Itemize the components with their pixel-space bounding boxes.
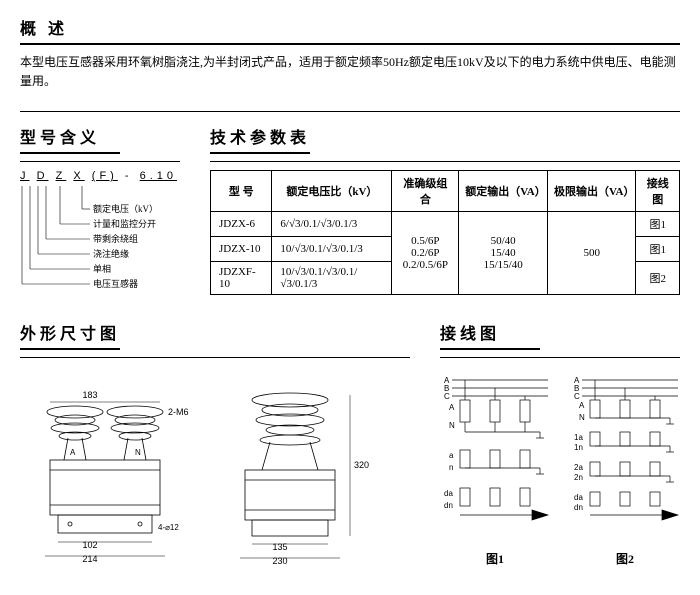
- tree-item-0: 额定电压（kV）: [93, 203, 158, 214]
- svg-text:2-M6: 2-M6: [168, 407, 189, 417]
- svg-text:da: da: [444, 489, 453, 498]
- cell-model: JDZX-6: [211, 212, 272, 237]
- wiring-fig2: ABC AN 1a1n 2a2n dadn: [570, 370, 680, 540]
- dim-fig-front: 183 2-M6 A N 102 214 4-⌀12: [20, 370, 200, 570]
- svg-text:230: 230: [272, 556, 287, 566]
- row-model-tech: 型号含义 J D Z X (F) - 6.10 额定电压（kV） 计量和监控分开…: [20, 124, 680, 300]
- svg-text:N: N: [135, 448, 141, 457]
- svg-text:102: 102: [82, 540, 97, 550]
- model-meaning-box: 型号含义 J D Z X (F) - 6.10 额定电压（kV） 计量和监控分开…: [20, 124, 180, 300]
- svg-text:dn: dn: [574, 503, 583, 512]
- th-model: 型 号: [211, 171, 272, 212]
- cell-wiring: 图1: [636, 237, 680, 262]
- cell-model: JDZXF-10: [211, 262, 272, 295]
- svg-text:A: A: [70, 448, 76, 457]
- cell-ratio: 6/√3/0.1/√3/0.1/3: [272, 212, 392, 237]
- divider: [20, 111, 680, 112]
- tree-item-3: 浇注绝缘: [93, 248, 129, 259]
- th-accuracy: 准确级组合: [392, 171, 459, 212]
- overview-title: 概 述: [20, 15, 680, 45]
- model-tree-diagram: 额定电压（kV） 计量和监控分开 带剩余绕组 浇注绝缘 单相 电压互感器: [20, 186, 180, 296]
- cell-limit: 500: [548, 212, 636, 295]
- cell-wiring: 图1: [636, 212, 680, 237]
- wiring-box: 接线图 491 ABC: [440, 320, 680, 570]
- dim-fig-side: 320 135 230: [220, 370, 380, 570]
- cell-model: JDZX-10: [211, 237, 272, 262]
- svg-text:N: N: [579, 413, 585, 422]
- svg-text:320: 320: [354, 460, 369, 470]
- model-code: J D Z X (F) - 6.10: [20, 170, 180, 182]
- tech-params-box: 技术参数表 型 号 额定电压比（kV） 准确级组合 额定输出（VA） 极限输出（…: [210, 124, 680, 300]
- th-ratio: 额定电压比（kV）: [272, 171, 392, 212]
- cell-wiring: 图2: [636, 262, 680, 295]
- th-limit: 极限输出（VA）: [548, 171, 636, 212]
- th-wiring: 接线图: [636, 171, 680, 212]
- dim-title: 外形尺寸图: [20, 320, 120, 350]
- svg-text:N: N: [449, 421, 455, 430]
- tree-item-1: 计量和监控分开: [93, 218, 156, 229]
- tech-table: 型 号 额定电压比（kV） 准确级组合 额定输出（VA） 极限输出（VA） 接线…: [210, 170, 680, 295]
- svg-text:da: da: [574, 493, 583, 502]
- svg-text:n: n: [449, 463, 453, 472]
- wiring-title: 接线图: [440, 320, 540, 350]
- cell-ratio: 10/√3/0.1/√3/0.1/√3/0.1/3: [272, 262, 392, 295]
- dimension-box: 外形尺寸图 183 2-M6: [20, 320, 410, 570]
- cell-rated: 50/40 15/40 15/15/40: [459, 212, 548, 295]
- svg-text:A: A: [449, 403, 455, 412]
- cell-ratio: 10/√3/0.1/√3/0.1/3: [272, 237, 392, 262]
- svg-text:2a: 2a: [574, 463, 583, 472]
- tech-title: 技术参数表: [210, 124, 310, 154]
- svg-text:C: C: [444, 392, 450, 401]
- tree-item-5: 电压互感器: [93, 278, 138, 289]
- svg-text:dn: dn: [444, 501, 453, 510]
- svg-text:4-⌀12: 4-⌀12: [158, 523, 179, 532]
- overview-text: 本型电压互感器采用环氧树脂浇注,为半封闭式产品，适用于额定频率50Hz额定电压1…: [20, 53, 680, 91]
- row-dim-wiring: 外形尺寸图 183 2-M6: [20, 320, 680, 570]
- svg-text:2n: 2n: [574, 473, 583, 482]
- svg-text:214: 214: [82, 554, 97, 564]
- fig1-caption: 图1: [440, 550, 550, 567]
- svg-text:1a: 1a: [574, 433, 583, 442]
- tree-item-4: 单相: [93, 263, 111, 274]
- th-rated: 额定输出（VA）: [459, 171, 548, 212]
- svg-text:135: 135: [272, 542, 287, 552]
- table-row: JDZX-6 6/√3/0.1/√3/0.1/3 0.5/6P 0.2/6P 0…: [211, 212, 680, 237]
- fig2-caption: 图2: [570, 550, 680, 567]
- wiring-fig1-box: 491 ABC AN an dadn 图1: [440, 370, 550, 567]
- svg-text:183: 183: [82, 390, 97, 400]
- tree-item-2: 带剩余绕组: [93, 233, 138, 244]
- svg-text:a: a: [449, 451, 454, 460]
- cell-accuracy: 0.5/6P 0.2/6P 0.2/0.5/6P: [392, 212, 459, 295]
- wiring-fig2-box: ABC AN 1a1n 2a2n dadn 图2: [570, 370, 680, 567]
- wiring-fig1: 491 ABC AN an dadn: [440, 370, 550, 540]
- svg-text:A: A: [579, 401, 585, 410]
- svg-text:1n: 1n: [574, 443, 583, 452]
- svg-text:C: C: [574, 392, 580, 401]
- model-title: 型号含义: [20, 124, 120, 154]
